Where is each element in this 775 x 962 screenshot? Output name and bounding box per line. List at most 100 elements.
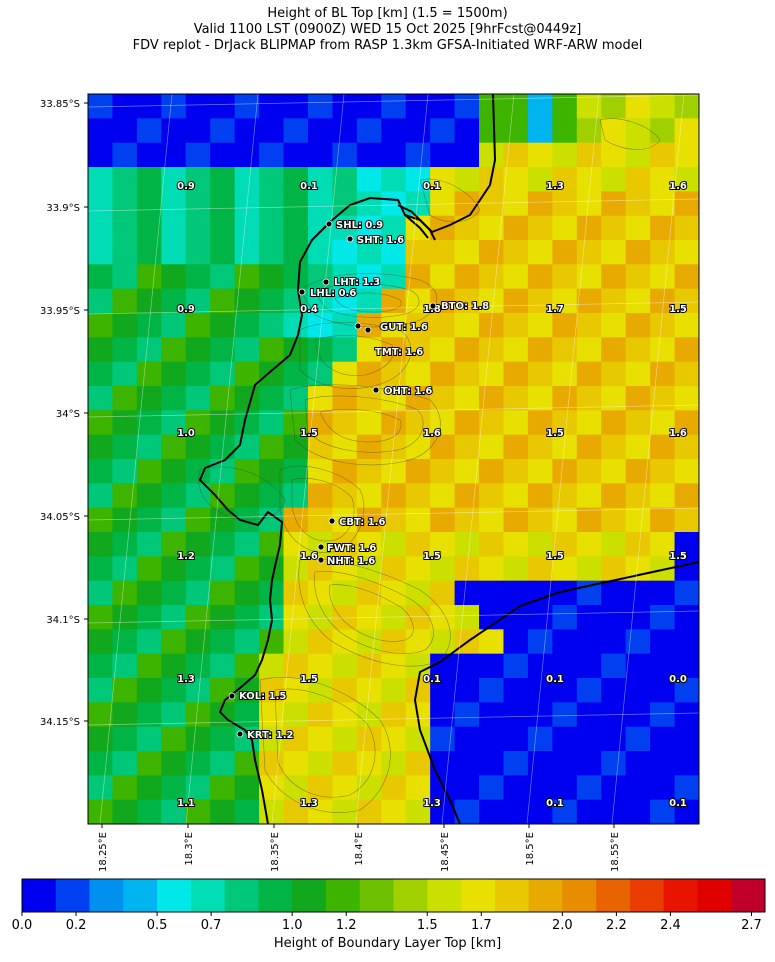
grid-cell (161, 507, 187, 533)
grid-cell (601, 337, 627, 363)
grid-cell (479, 702, 505, 728)
grid-cell (601, 726, 627, 752)
grid-cell (650, 264, 676, 290)
grid-cell (576, 386, 602, 411)
grid-cell (454, 775, 480, 801)
grid-cell (356, 580, 382, 606)
site-marker (354, 322, 362, 330)
grid-cell (185, 410, 211, 436)
grid-cell (356, 118, 382, 144)
grid-cell (234, 556, 260, 582)
grid-cell (234, 167, 260, 192)
grid-cell (332, 215, 358, 241)
grid-cell (136, 483, 162, 509)
grid-cell (185, 507, 211, 533)
grid-cell (112, 507, 138, 533)
grid-cell (307, 751, 333, 776)
grid-cell (601, 459, 627, 484)
grid-cell (112, 142, 138, 168)
grid-cell (479, 215, 505, 241)
grid-cell (625, 702, 651, 728)
grid-cell (454, 410, 480, 436)
grid-cell (161, 386, 187, 411)
grid-cell (552, 434, 578, 460)
grid-cell (601, 532, 627, 557)
grid-cell (381, 337, 407, 363)
grid-cell (136, 142, 162, 168)
grid-cell (650, 361, 676, 387)
grid-cell (161, 264, 187, 290)
grid-cell (185, 94, 211, 119)
grid-cell (210, 167, 236, 192)
grid-cell (479, 556, 505, 582)
grid-cell (674, 386, 699, 411)
colorbar: 0.0 0.2 0.5 0.7 1.0 1.2 1.5 1.7 2.0 2.2 2.4 2.7 (12, 878, 766, 933)
grid-cell (650, 337, 676, 363)
grid-cell (210, 386, 236, 411)
grid-cell (185, 702, 211, 728)
grid-cell (381, 167, 407, 192)
grid-cell (185, 726, 211, 752)
grid-cell (527, 799, 553, 824)
grid-cell (307, 799, 333, 824)
grid-cell (112, 94, 138, 119)
grid-cell (430, 653, 456, 679)
grid-cell (234, 118, 260, 144)
grid-cell (527, 556, 553, 582)
grid-cell (356, 507, 382, 533)
grid-cell (332, 386, 358, 411)
grid-cell (430, 191, 456, 217)
grid-cell (527, 142, 553, 168)
grid-cell (185, 580, 211, 606)
grid-cell (136, 799, 162, 824)
grid-cell (650, 702, 676, 728)
grid-cell (210, 507, 236, 533)
grid-cell (234, 483, 260, 509)
grid-cell (136, 361, 162, 387)
grid-cell (430, 726, 456, 752)
grid-cell (234, 532, 260, 557)
grid-cell (576, 678, 602, 703)
grid-cell (674, 215, 699, 241)
grid-cell (430, 629, 456, 655)
grid-cell (650, 215, 676, 241)
grid-cell (674, 702, 699, 728)
grid-cell (405, 94, 431, 119)
grid-value-label: 1.5 (669, 551, 687, 562)
grid-cell (259, 556, 285, 582)
grid-cell (332, 240, 358, 265)
colorbar-swatch (89, 879, 124, 912)
site-marker (372, 386, 380, 394)
graticule-line (88, 610, 699, 624)
grid-cell (356, 459, 382, 484)
grid-cell (625, 167, 651, 192)
grid-cell (259, 386, 285, 411)
grid-cell (210, 240, 236, 265)
colorbar-swatch (258, 879, 293, 912)
grid-cell (307, 580, 333, 606)
grid-value-label: 1.3 (423, 798, 441, 809)
grid-cell (381, 142, 407, 168)
grid-cell (136, 556, 162, 582)
grid-cell (454, 532, 480, 557)
grid-cell (112, 799, 138, 824)
site-marker (298, 288, 306, 296)
grid-cell (674, 94, 699, 119)
grid-cell (576, 507, 602, 533)
grid-cell (503, 751, 529, 776)
grid-cell (234, 629, 260, 655)
grid-cell (381, 799, 407, 824)
grid-cell (625, 580, 651, 606)
grid-cell (259, 483, 285, 509)
grid-cell (234, 605, 260, 630)
grid-cell (503, 215, 529, 241)
grid-value-label: 0.1 (300, 181, 318, 192)
grid-cell (601, 240, 627, 265)
grid-cell (185, 288, 211, 314)
grid-cell (332, 118, 358, 144)
grid-cell (650, 629, 676, 655)
grid-cell (576, 556, 602, 582)
colorbar-tick-label: 1.0 (282, 918, 303, 933)
grid-cell (332, 532, 358, 557)
grid-cell (356, 240, 382, 265)
